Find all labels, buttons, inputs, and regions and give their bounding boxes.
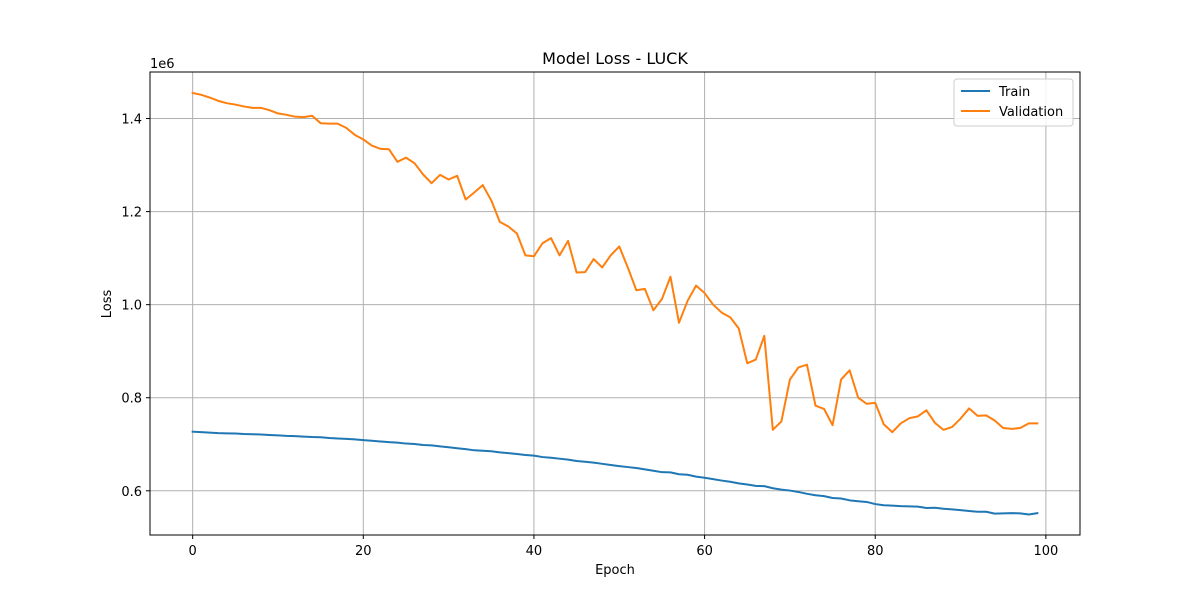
chart-title: Model Loss - LUCK [542, 49, 688, 68]
x-axis: 0 20 40 60 80 100 [189, 535, 1058, 559]
y-tick-label: 0.8 [121, 392, 142, 407]
y-axis: 0.6 0.8 1.0 1.2 1.4 [121, 113, 150, 500]
series-line-train [191, 430, 1039, 516]
x-axis-label: Epoch [595, 563, 635, 578]
y-scale-offset-label: 1e6 [150, 57, 175, 72]
y-tick-label: 1.2 [121, 206, 142, 221]
y-tick-label: 1.0 [121, 299, 142, 314]
series-line-validation [191, 91, 1039, 434]
y-tick-label: 1.4 [121, 113, 142, 128]
x-tick-label: 100 [1033, 544, 1058, 559]
legend: Train Validation [953, 78, 1074, 127]
x-tick-label: 60 [696, 544, 713, 559]
plot-frame [149, 71, 1081, 536]
grid [150, 72, 1080, 535]
x-tick-label: 20 [355, 544, 372, 559]
series-layer [191, 91, 1039, 516]
y-axis-label: Loss [100, 290, 115, 319]
x-tick-label: 80 [867, 544, 884, 559]
x-tick-label: 0 [189, 544, 197, 559]
x-tick-label: 40 [526, 544, 543, 559]
legend-label-validation: Validation [999, 105, 1063, 120]
y-tick-label: 0.6 [121, 485, 142, 500]
legend-label-train: Train [998, 85, 1030, 100]
